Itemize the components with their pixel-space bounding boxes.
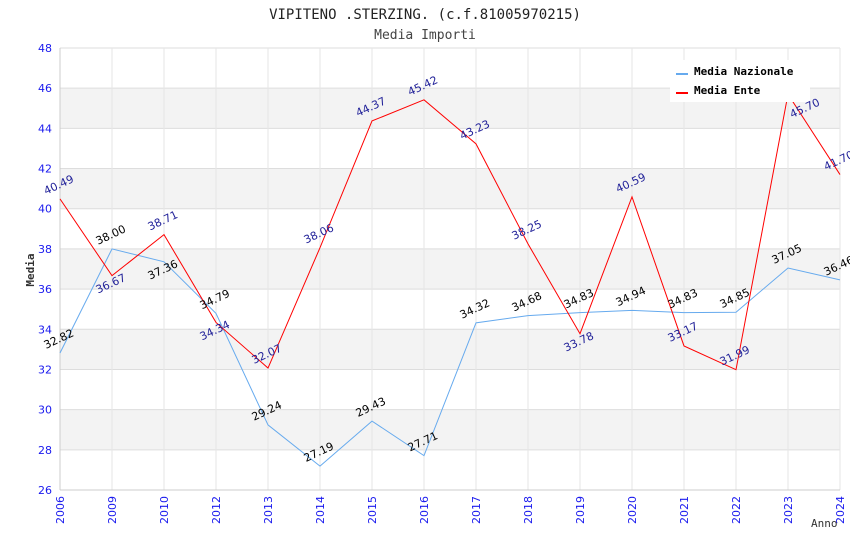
- y-tick-label: 26: [38, 484, 52, 497]
- y-tick-label: 30: [38, 404, 52, 417]
- chart-subtitle: Media Importi: [374, 28, 476, 43]
- x-tick-label: 2020: [626, 496, 639, 524]
- y-tick-label: 32: [38, 363, 52, 376]
- data-label: 38.71: [146, 208, 180, 233]
- x-tick-label: 2016: [418, 496, 431, 524]
- x-tick-label: 2006: [54, 496, 67, 524]
- data-label: 34.83: [666, 286, 700, 311]
- x-tick-label: 2023: [782, 496, 795, 524]
- grid-band: [60, 248, 840, 290]
- y-tick-label: 40: [38, 203, 52, 216]
- chart-title: VIPITENO .STERZING. (c.f.81005970215): [269, 7, 581, 23]
- data-label: 38.25: [510, 218, 544, 243]
- x-tick-label: 2018: [522, 496, 535, 524]
- x-tick-label: 2014: [314, 496, 327, 524]
- y-axis-label: Media: [24, 253, 37, 286]
- grid-band: [60, 168, 840, 209]
- data-label: 38.00: [94, 223, 128, 248]
- y-tick-label: 46: [38, 82, 52, 95]
- data-label: 34.83: [562, 286, 596, 311]
- grid-band: [60, 409, 840, 450]
- grid-band: [60, 329, 840, 370]
- data-label: 34.68: [510, 289, 544, 314]
- y-tick-label: 36: [38, 283, 52, 296]
- y-tick-label: 38: [38, 243, 52, 256]
- x-tick-label: 2012: [210, 496, 223, 524]
- x-tick-label: 2024: [834, 496, 847, 524]
- x-tick-label: 2013: [262, 496, 275, 524]
- x-tick-label: 2010: [158, 496, 171, 524]
- x-tick-label: 2019: [574, 496, 587, 524]
- y-tick-label: 48: [38, 42, 52, 55]
- y-tick-label: 42: [38, 163, 52, 176]
- x-tick-label: 2015: [366, 496, 379, 524]
- series-line-ente: [59, 92, 841, 371]
- series-line-nazionale: [59, 248, 841, 467]
- data-label: 34.79: [198, 287, 232, 312]
- y-tick-label: 34: [38, 323, 52, 336]
- y-tick-label: 28: [38, 444, 52, 457]
- x-tick-label: 2009: [106, 496, 119, 524]
- x-axis-label: Anno: [811, 517, 838, 530]
- data-label: 38.06: [302, 221, 336, 246]
- y-tick-label: 44: [38, 122, 52, 135]
- data-label: 34.32: [458, 296, 492, 321]
- x-tick-label: 2017: [470, 496, 483, 524]
- legend-label-nazionale: Media Nazionale: [694, 65, 794, 78]
- x-tick-label: 2021: [678, 496, 691, 524]
- x-tick-label: 2022: [730, 496, 743, 524]
- legend: Media Nazionale Media Ente: [670, 60, 810, 102]
- legend-label-ente: Media Ente: [694, 84, 761, 97]
